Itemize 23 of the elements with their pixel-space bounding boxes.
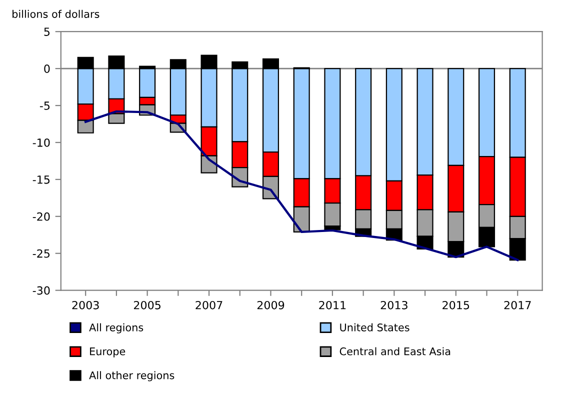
x-tick-label: 2015 bbox=[442, 300, 470, 310]
x-tick-label: 2007 bbox=[196, 300, 222, 310]
legend-label: Central and East Asia bbox=[340, 347, 450, 356]
legend-label: All regions bbox=[89, 323, 144, 334]
x-tick-label: 2017 bbox=[504, 300, 531, 310]
y-tick-label: -30 bbox=[32, 286, 50, 295]
y-tick-label: 5 bbox=[44, 28, 50, 36]
y-tick-label: 0 bbox=[44, 64, 50, 73]
y-tick-label: -10 bbox=[32, 138, 50, 147]
x-tick-label: 2011 bbox=[319, 300, 346, 310]
y-tick-label: -15 bbox=[32, 176, 50, 184]
y-tick-label: -20 bbox=[32, 212, 50, 221]
x-tick-label: 2009 bbox=[257, 300, 284, 310]
x-tick-label: 2013 bbox=[380, 300, 408, 310]
x-tick-label: 2005 bbox=[134, 300, 160, 310]
x-tick-label: 2003 bbox=[72, 300, 99, 310]
legend-label: All other regions bbox=[89, 371, 174, 382]
y-tick-label: -5 bbox=[40, 102, 50, 110]
legend-label: Europe bbox=[90, 348, 126, 358]
y-axis-title: billions of dollars bbox=[12, 10, 100, 18]
line-series bbox=[84, 110, 519, 262]
legend-label: United States bbox=[340, 323, 410, 332]
y-tick-label: -25 bbox=[32, 249, 50, 258]
